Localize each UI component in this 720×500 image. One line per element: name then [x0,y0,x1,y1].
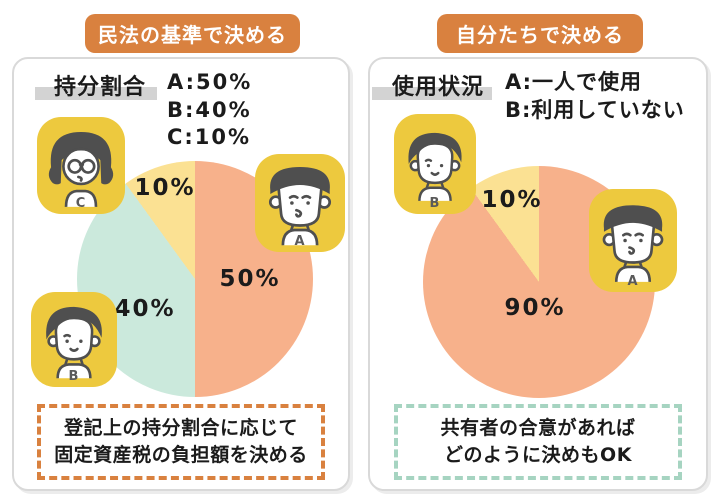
legend-item-c: C:10% [167,125,252,149]
legend-item-b: B:利用していない [505,97,685,122]
right-heading-usage-status: 使用状況 [392,75,485,100]
avatar-letter: A [294,234,306,249]
person-face-icon [408,132,462,201]
heading-highlight-bar [35,87,157,100]
right-legend: A:一人で使用 B:利用していない [505,69,685,124]
avatar-letter: A [627,274,639,289]
avatar-letter: C [75,196,87,211]
panel-civil-law: 持分割合 A:50% B:40% C:10% 50% 40% 10% C [12,57,350,491]
heading-highlight-bar [372,87,492,100]
pie-label-b-40: 40% [114,296,176,322]
note-line-2: 固定資産税の負担額を決める [54,444,308,466]
person-face-icon [46,306,102,379]
avatar-b: B [394,114,476,214]
man-face-icon [268,167,332,246]
avatar-letter: B [68,369,80,384]
pie-label-a-50: 50% [219,266,281,292]
woman-glasses-face-icon [48,132,114,207]
left-heading-ownership-ratio: 持分割合 [54,75,147,100]
legend-item-b: B:40% [167,97,252,122]
avatar-b: B [31,292,117,387]
pie-label-a-90: 90% [504,295,566,321]
left-legend: A:50% B:40% C:10% [167,69,252,152]
avatar-a: A [589,189,677,292]
panel-decide-yourselves: 使用状況 A:一人で使用 B:利用していない 90% 10% B [368,57,708,491]
note-line-1: 登記上の持分割合に応じて [63,417,298,439]
pie-label-b-10: 10% [481,187,543,213]
legend-item-a: A:一人で使用 [505,70,643,94]
man-face-icon [602,205,664,282]
avatar-c: C [37,117,125,214]
pie-label-c-10: 10% [134,175,196,201]
note-line-1: 共有者の合意があれば [440,417,636,439]
avatar-letter: B [429,196,441,211]
badge-civil-law-method: 民法の基準で決める [85,14,300,53]
badge-decide-yourselves-method: 自分たちで決める [437,14,643,53]
right-note-box: 共有者の合意があれば どのように決めもOK [394,404,682,480]
note-line-2: どのように決めもOK [444,444,632,466]
legend-item-a: A:50% [167,70,253,94]
left-note-box: 登記上の持分割合に応じて 固定資産税の負担額を決める [37,404,325,480]
avatar-a: A [255,154,345,252]
